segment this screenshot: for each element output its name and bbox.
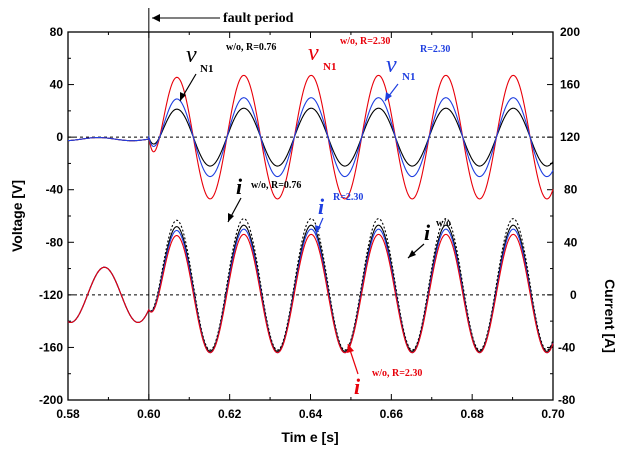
annotation-v-blue-sub: N1: [402, 71, 415, 83]
y-right-tick-label: -40: [558, 340, 576, 354]
fault-arrow-head: [152, 14, 160, 22]
x-tick-label: 0.66: [380, 407, 404, 421]
x-axis-title: Tim e [s]: [281, 429, 338, 445]
y-left-tick-label: -120: [39, 288, 63, 302]
y-right-tick-label: 40: [564, 235, 578, 249]
plot-frame: [67, 31, 554, 401]
y-right-tick-label: 200: [560, 25, 580, 39]
x-tick-label: 0.60: [137, 407, 161, 421]
annotation-v-red-cond: w/o, R=2.30: [340, 36, 390, 47]
annotation-i-black-symbol: i: [236, 174, 243, 199]
annotation-i-black-cond: w/o, R=0.76: [251, 180, 301, 191]
x-tick-label: 0.58: [56, 407, 80, 421]
annotation-v-blue-symbol: v: [386, 52, 397, 78]
annotation-v-black: v N1 w/o, R=0.76: [179, 42, 276, 102]
y-right-tick-label: -80: [558, 393, 576, 407]
annotation-i-red: i w/o, R=2.30: [347, 343, 422, 399]
annotation-i-blue-cond: R=2.30: [333, 192, 363, 203]
x-tick-label: 0.64: [299, 407, 323, 421]
y-left-tick-label: -40: [46, 183, 64, 197]
y-left-tick-label: -80: [46, 235, 64, 249]
annotation-i-red-symbol: i: [354, 374, 361, 399]
y-right-tick-labels: -80 -40 0 40 80 120 160 200: [558, 25, 580, 407]
current-series-line-r_230: [67, 228, 554, 354]
y-left-axis-title: Voltage [V]: [9, 180, 25, 252]
current-series-line-wo: [67, 218, 554, 351]
current-series-line-wo_230: [67, 233, 554, 354]
annotation-i-black: i w/o, R=0.76: [227, 174, 301, 223]
x-tick-label: 0.62: [218, 407, 242, 421]
y-left-tick-label: 0: [56, 130, 63, 144]
y-right-axis-title: Current [A]: [602, 279, 618, 353]
y-left-tick-label: -200: [39, 393, 63, 407]
annotation-v-black-arrowhead: [180, 92, 186, 101]
annotation-v-red: v N1 w/o, R=2.30: [308, 36, 390, 73]
annotation-v-red-symbol: v: [308, 40, 319, 66]
y-right-tick-label: 80: [564, 183, 578, 197]
annotation-v-red-sub: N1: [323, 61, 336, 73]
tick-marks: [67, 31, 554, 401]
y-left-tick-labels: -200 -160 -120 -80 -40 0 40 80: [39, 25, 63, 407]
annotation-i-blue: i R=2.30: [315, 192, 363, 235]
y-right-tick-label: 160: [560, 78, 580, 92]
annotation-v-blue-cond: R=2.30: [420, 44, 450, 55]
annotation-i-blue-symbol: i: [318, 194, 325, 219]
fault-label: fault period: [223, 11, 294, 26]
voltage-series-line-r_230: [67, 97, 554, 178]
annotation-i-wo-symbol: i: [424, 220, 431, 245]
x-tick-label: 0.70: [541, 407, 565, 421]
annotation-v-black-symbol: v: [186, 42, 197, 68]
annotation-v-blue: v N1 R=2.30: [384, 44, 450, 102]
y-right-tick-label: 0: [570, 288, 577, 302]
y-left-tick-label: 80: [50, 25, 64, 39]
annotation-v-black-cond: w/o, R=0.76: [226, 42, 276, 53]
series-group: [67, 74, 554, 354]
annotation-i-red-arrowhead: [347, 344, 354, 353]
y-left-tick-label: 40: [50, 78, 64, 92]
annotation-i-blue-arrowhead: [315, 225, 321, 234]
annotation-i-black-arrowhead: [228, 213, 234, 222]
x-tick-label: 0.68: [460, 407, 484, 421]
current-series-line-wo_076: [67, 224, 554, 352]
annotation-v-blue-arrowhead: [385, 92, 392, 101]
y-left-tick-label: -160: [39, 340, 63, 354]
annotation-i-wo: i w/o: [407, 218, 451, 259]
annotation-i-red-cond: w/o, R=2.30: [372, 368, 422, 379]
annotation-i-wo-cond: w/o: [436, 218, 451, 229]
x-tick-labels: 0.58 0.60 0.62 0.64 0.66 0.68 0.70: [56, 407, 565, 421]
y-right-tick-label: 120: [560, 130, 580, 144]
annotation-v-black-sub: N1: [200, 63, 213, 75]
annotation-i-wo-arrowhead: [408, 250, 416, 258]
